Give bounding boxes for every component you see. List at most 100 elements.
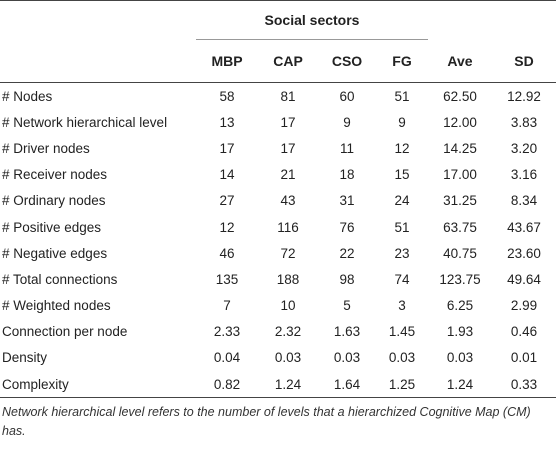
table-cell: 14.25: [443, 140, 477, 156]
table-cell: 0.04: [213, 350, 241, 366]
table-cell: 12: [394, 140, 410, 156]
header-spacer: [0, 0, 196, 40]
row-label: Complexity: [0, 371, 196, 399]
table-cell: 6.25: [446, 298, 474, 314]
table-cell: 63.75: [443, 219, 477, 235]
table-cell: 116: [277, 219, 299, 235]
table-cell: 27: [219, 193, 235, 209]
row-label: # Nodes: [2, 88, 53, 104]
table-cell: 12: [219, 219, 235, 235]
table-cell: 0.46: [510, 324, 538, 340]
table-row: # Total connections 135 188 98 74 123.75 49.64: [0, 266, 556, 292]
table-cell: 3.20: [510, 140, 538, 156]
table-cell: 3: [398, 298, 406, 314]
header-spacer: [428, 0, 492, 40]
table-cell: 12.00: [443, 114, 477, 130]
table-row: # Positive edges 12 116 76 51 63.75 43.67: [0, 214, 556, 240]
row-label: # Network hierarchical level: [2, 114, 168, 130]
table-cell: 2.32: [274, 324, 302, 340]
table-cell: 135: [215, 271, 239, 287]
row-label: # Driver nodes: [2, 140, 90, 156]
column-header: SD: [492, 39, 556, 83]
table-cell: 0.33: [492, 371, 556, 399]
table-cell: 123.75: [439, 271, 481, 287]
column-header: FG: [376, 39, 428, 83]
table-cell: 51: [394, 219, 410, 235]
table-cell: 2.99: [510, 298, 538, 314]
table-cell: 31: [339, 193, 355, 209]
table-cell: 17: [280, 140, 296, 156]
table-cell: 43: [280, 193, 296, 209]
table-cell: 60: [339, 88, 355, 104]
table-cell: 23: [394, 245, 410, 261]
table-cell: 22: [339, 245, 355, 261]
table-cell: 14: [219, 167, 235, 183]
column-header-row: MBP CAP CSO FG Ave SD: [0, 39, 556, 83]
table-cell: 10: [280, 298, 296, 314]
table-cell: 15: [394, 167, 410, 183]
table-footnote: Network hierarchical level refers to the…: [2, 405, 531, 439]
table-cell: 3.16: [510, 167, 538, 183]
table-cell: 72: [280, 245, 296, 261]
table-row: Density 0.04 0.03 0.03 0.03 0.03 0.01: [0, 345, 556, 371]
data-table: Social sectors MBP CAP CSO FG Ave SD # N…: [0, 0, 556, 399]
group-header-social-sectors: Social sectors: [196, 0, 428, 40]
table-cell: 0.82: [196, 371, 258, 399]
table-cell: 188: [276, 271, 300, 287]
table-cell: 5: [343, 298, 351, 314]
table-cell: 58: [219, 88, 235, 104]
table-cell: 8.34: [510, 193, 538, 209]
table-cell: 18: [339, 167, 355, 183]
table-cell: 9: [343, 114, 351, 130]
table-row: # Negative edges 46 72 22 23 40.75 23.60: [0, 240, 556, 266]
table-cell: 17: [219, 140, 235, 156]
table-cell: 76: [339, 219, 355, 235]
table-cell: 1.63: [333, 324, 361, 340]
column-header: MBP: [196, 39, 258, 83]
table-cell: 24: [394, 193, 410, 209]
table-cell: 2.33: [213, 324, 241, 340]
table-row: # Nodes 58 81 60 51 62.50 12.92: [0, 83, 556, 110]
table-body: # Nodes 58 81 60 51 62.50 12.92 # Network hiera…: [0, 83, 556, 399]
table-cell: 51: [394, 88, 410, 104]
row-label: # Receiver nodes: [2, 167, 108, 183]
table-cell: 49.64: [507, 271, 541, 287]
table-cell: 46: [219, 245, 235, 261]
row-label: # Weighted nodes: [2, 298, 111, 314]
column-header: Ave: [428, 39, 492, 83]
table-cell: 74: [394, 271, 410, 287]
table-cell: 31.25: [443, 193, 477, 209]
table-cell: 3.83: [510, 114, 538, 130]
table-cell: 43.67: [507, 219, 541, 235]
table-row: Connection per node 2.33 2.32 1.63 1.45 1.93 0…: [0, 319, 556, 345]
table-cell: 7: [223, 298, 231, 314]
header-spacer: [492, 0, 556, 40]
table-cell: 0.03: [446, 350, 474, 366]
table-row: Complexity 0.82 1.24 1.64 1.25 1.24 0.33: [0, 371, 556, 399]
table-cell: 23.60: [507, 245, 541, 261]
table-cell: 12.92: [507, 88, 541, 104]
column-header-blank: [0, 39, 196, 83]
column-header: CSO: [318, 39, 376, 83]
group-header-row: Social sectors: [0, 0, 556, 40]
row-label: Connection per node: [2, 324, 128, 340]
table-cell: 0.03: [274, 350, 302, 366]
table-row: # Network hierarchical level 13 17 9 9 12.00 3…: [0, 109, 556, 135]
table-cell: 81: [280, 88, 296, 104]
table-row: # Driver nodes 17 17 11 12 14.25 3.20: [0, 135, 556, 161]
table-cell: 0.03: [333, 350, 361, 366]
table-row: # Weighted nodes 7 10 5 3 6.25 2.99: [0, 293, 556, 319]
table-cell: 62.50: [443, 88, 477, 104]
table-row: # Receiver nodes 14 21 18 15 17.00 3.16: [0, 162, 556, 188]
table-cell: 21: [280, 167, 296, 183]
row-label: # Ordinary nodes: [2, 193, 106, 209]
table-cell: 13: [219, 114, 235, 130]
table-cell: 17.00: [443, 167, 477, 183]
table-cell: 1.24: [258, 371, 318, 399]
table-cell: 1.93: [446, 324, 474, 340]
row-label: # Negative edges: [2, 245, 108, 261]
table-cell: 17: [280, 114, 296, 130]
table-cell: 9: [398, 114, 406, 130]
table-cell: 40.75: [443, 245, 477, 261]
